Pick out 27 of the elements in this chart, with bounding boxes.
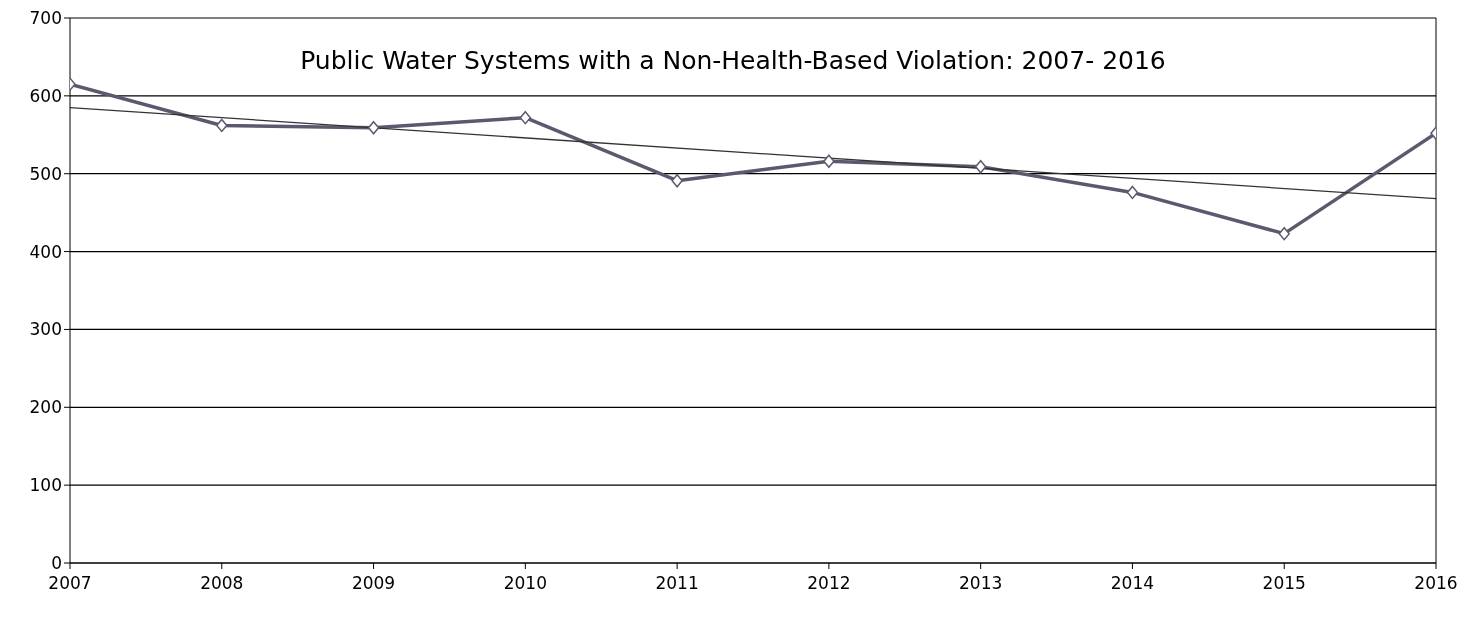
point bbox=[519, 110, 532, 125]
y-tick-label: 700 bbox=[29, 8, 62, 29]
point bbox=[974, 159, 987, 174]
point bbox=[216, 118, 228, 133]
y-tick-label: 400 bbox=[29, 241, 62, 262]
y-tick-label: 500 bbox=[29, 163, 62, 184]
text: Public Water Systems with a Non-Health-Based Violation: 2007- 2016 bbox=[299, 46, 1167, 75]
x-tick-label: 2015 bbox=[1262, 573, 1306, 594]
x-tick-label: 2012 bbox=[807, 573, 851, 594]
y-tick-label: 0 bbox=[51, 553, 62, 574]
point bbox=[823, 154, 835, 169]
y-tick-label: 300 bbox=[29, 319, 62, 340]
x-tick-label: 2014 bbox=[1110, 573, 1155, 594]
y-tick-label: 600 bbox=[29, 85, 62, 106]
x-tick-label: 2013 bbox=[959, 573, 1003, 594]
x-tick-label: 2008 bbox=[200, 573, 244, 594]
point bbox=[1278, 226, 1290, 241]
x-tick-label: 2011 bbox=[655, 573, 699, 594]
point bbox=[1126, 185, 1139, 200]
point bbox=[367, 121, 380, 135]
y-tick-label: 100 bbox=[29, 475, 62, 496]
x-tick-label: 2007 bbox=[48, 573, 92, 594]
x-tick-label: 2016 bbox=[1414, 573, 1458, 594]
y-tick-label: 200 bbox=[29, 397, 62, 418]
point bbox=[671, 173, 683, 188]
x-tick-label: 2010 bbox=[503, 573, 547, 594]
x-tick-label: 2009 bbox=[351, 573, 396, 594]
